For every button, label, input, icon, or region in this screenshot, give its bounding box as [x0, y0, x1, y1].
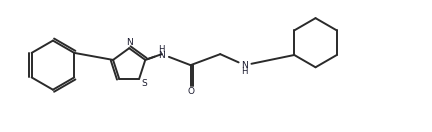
- Text: N: N: [241, 61, 248, 70]
- Text: O: O: [187, 87, 194, 96]
- Text: H: H: [159, 45, 165, 54]
- Text: S: S: [142, 79, 147, 88]
- Text: H: H: [241, 67, 248, 76]
- Text: N: N: [126, 38, 133, 47]
- Text: N: N: [159, 51, 165, 60]
